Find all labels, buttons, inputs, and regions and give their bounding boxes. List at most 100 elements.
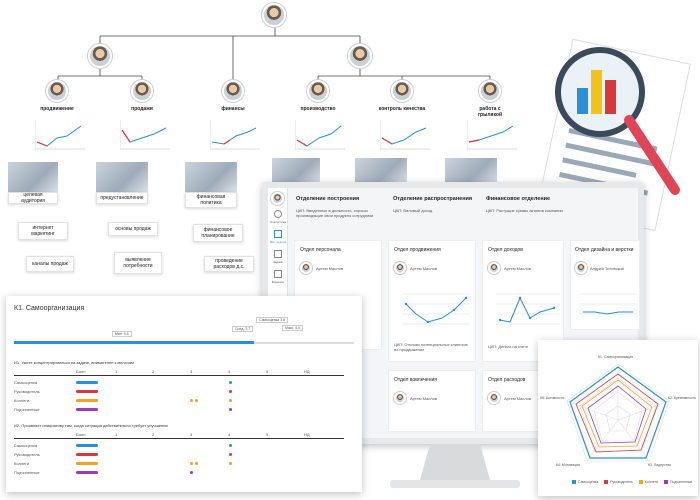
director-avatar-2[interactable] <box>348 44 372 68</box>
scale-fill <box>14 341 254 344</box>
department-card[interactable] <box>388 240 476 362</box>
score-pill <box>76 453 98 456</box>
sidebar-item-org[interactable]: Исп. отдела <box>269 240 287 244</box>
person-name: Артем Маслов <box>410 396 438 401</box>
score-pill <box>76 462 98 465</box>
stats-icon[interactable] <box>274 210 282 218</box>
col-header: 2 <box>152 432 155 437</box>
person-avatar <box>488 262 500 274</box>
task-card[interactable]: каналы продаж <box>26 256 74 272</box>
task-card[interactable]: основы продаж <box>108 222 158 236</box>
person-name: Артем Маслов <box>410 266 438 271</box>
role-production: производство <box>300 106 336 112</box>
mini-chart-quality <box>380 120 430 150</box>
role-finance: финансы <box>221 106 245 112</box>
col-header: 4 <box>228 432 231 437</box>
scale-label-max: Макс. 4.0 <box>282 325 304 331</box>
manager-avatar-production[interactable] <box>307 80 329 102</box>
person-name: Артем Маслов <box>504 266 532 271</box>
department-chart <box>579 293 637 315</box>
department-chart <box>496 293 560 325</box>
department-card[interactable] <box>570 240 640 330</box>
row-label: Подчиненные <box>14 407 40 412</box>
manager-avatar-finance[interactable] <box>222 80 244 102</box>
department-goal: ЦКП: Отклики потенциальных клиентов на п… <box>394 342 468 352</box>
task-card[interactable]: финансовое планирование <box>193 224 243 242</box>
task-card[interactable]: финансовая политика <box>185 192 237 208</box>
manager-avatar-sales[interactable] <box>131 80 153 102</box>
scale-label-avg: Сред. 3.7 <box>232 326 254 332</box>
ceo-avatar[interactable] <box>262 3 286 27</box>
score-dot <box>229 399 232 402</box>
score-dot <box>190 399 193 402</box>
sidebar-item-stats[interactable]: Статистика <box>270 220 286 224</box>
mini-chart-sales <box>120 120 170 150</box>
row-label: Коллеги <box>14 398 30 403</box>
row-label: Самооценка <box>14 443 38 448</box>
column-goal: ЦКП: Растущие суммы активов компании <box>486 208 563 213</box>
scale-label-min: Мин. 0.6 <box>112 331 132 337</box>
col-header: Балл <box>76 369 86 374</box>
tasks-icon[interactable] <box>274 250 282 258</box>
col-header: 5 <box>266 432 269 437</box>
column-title: Отделение построения <box>296 196 360 202</box>
org-icon[interactable] <box>274 230 282 238</box>
score-pill <box>76 408 98 411</box>
director-avatar-1[interactable] <box>88 44 112 68</box>
photo-quality <box>355 158 407 184</box>
task-card[interactable]: выявление потребности <box>114 252 162 274</box>
role-clients: работа с грылякой <box>477 106 503 118</box>
task-card[interactable]: целевая аудитория <box>8 192 58 204</box>
assessment-panel <box>6 296 362 492</box>
col-header: 3 <box>190 432 193 437</box>
person-name: Андрей Титовский <box>590 266 624 271</box>
score-table-header-line <box>14 375 344 376</box>
task-card[interactable]: предустановление <box>96 192 148 204</box>
manager-avatar-quality[interactable] <box>391 80 413 102</box>
score-dot <box>195 462 198 465</box>
radar-axis-label: К2. Креативность <box>668 396 697 400</box>
legend-peers: Коллеги <box>638 480 658 484</box>
score-dot <box>229 408 232 411</box>
mini-chart-marketing <box>35 120 85 150</box>
mini-chart-finance <box>210 120 260 150</box>
col-header: Балл <box>76 432 86 437</box>
score-dot <box>229 453 232 456</box>
score-dot <box>229 381 232 384</box>
score-dot <box>195 399 198 402</box>
department-name: Отдел вовлечения <box>394 377 437 383</box>
person-avatar <box>394 262 406 274</box>
assessment-title: К1. Самоорганизация <box>14 305 85 312</box>
sidebar-item-tasks[interactable]: Задачи <box>272 260 284 264</box>
score-dot <box>229 462 232 465</box>
task-card[interactable]: проведение расходов д.с. <box>204 256 254 272</box>
user-avatar[interactable] <box>271 192 284 205</box>
question-text: И2. Проявляет инициативу там, когда ситу… <box>14 423 168 428</box>
column-title: Финансовое отделение <box>486 196 551 202</box>
person-avatar <box>300 262 312 274</box>
col-header: 1 <box>115 369 118 374</box>
score-dot <box>229 444 232 447</box>
manager-avatar-clients[interactable] <box>479 80 501 102</box>
sidebar-item-finance[interactable]: Финансы <box>271 280 285 284</box>
legend-manager: Руководитель <box>604 480 633 484</box>
department-name: Отдел продвижения <box>394 247 441 253</box>
role-sales: продажи <box>131 106 153 112</box>
radar-axis-label: К4. Мотивация <box>556 463 580 467</box>
department-name: Отдел расходов <box>488 377 526 383</box>
score-pill <box>76 399 98 402</box>
monitor-stand <box>390 444 520 488</box>
row-label: Коллеги <box>14 461 30 466</box>
score-pill <box>76 471 98 474</box>
col-header: 1 <box>115 432 118 437</box>
department-goal: ЦКП: Деньги на счете <box>488 344 529 349</box>
finance-icon[interactable] <box>274 270 282 278</box>
photo-clients <box>445 158 497 184</box>
column-goal: ЦКП: Валовый доход <box>393 208 433 213</box>
task-card[interactable]: интернет маркетинг <box>18 222 68 240</box>
score-dot <box>190 471 193 474</box>
score-dot <box>190 462 193 465</box>
manager-avatar-marketing[interactable] <box>46 80 68 102</box>
photo-production <box>272 158 320 184</box>
department-name: Отдел дизайна и верстки <box>575 247 634 253</box>
